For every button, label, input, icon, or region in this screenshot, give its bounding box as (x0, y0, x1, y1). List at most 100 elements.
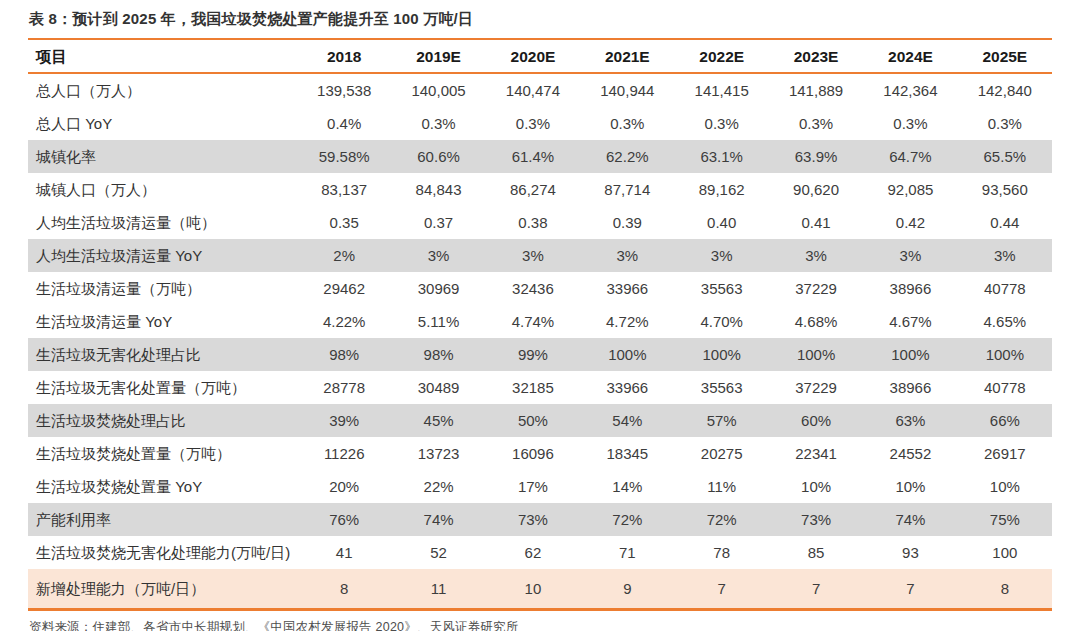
cell-value: 99% (486, 338, 580, 371)
cell-value: 62 (486, 536, 580, 569)
cell-value: 22341 (769, 437, 863, 470)
row-label: 生活垃圾焚烧处置量（万吨） (28, 437, 297, 470)
forecast-table: 项目20182019E2020E2021E2022E2023E2024E2025… (28, 38, 1052, 611)
table-row: 总人口 YoY0.4%0.3%0.3%0.3%0.3%0.3%0.3%0.3% (28, 107, 1052, 140)
cell-value: 0.39 (580, 206, 674, 239)
cell-value: 140,005 (391, 73, 485, 107)
table-row: 生活垃圾焚烧处置量 YoY20%22%17%14%11%10%10%10% (28, 470, 1052, 503)
row-label: 人均生活垃圾清运量 YoY (28, 239, 297, 272)
cell-value: 54% (580, 404, 674, 437)
cell-value: 4.68% (769, 305, 863, 338)
cell-value: 141,415 (675, 73, 769, 107)
row-label: 生活垃圾焚烧处置量 YoY (28, 470, 297, 503)
cell-value: 8 (297, 569, 391, 610)
cell-value: 0.3% (675, 107, 769, 140)
cell-value: 11 (391, 569, 485, 610)
cell-value: 7 (863, 569, 957, 610)
cell-value: 18345 (580, 437, 674, 470)
cell-value: 0.38 (486, 206, 580, 239)
cell-value: 141,889 (769, 73, 863, 107)
table-row: 生活垃圾无害化处置量（万吨）28778304893218533966355633… (28, 371, 1052, 404)
cell-value: 30969 (391, 272, 485, 305)
cell-value: 16096 (486, 437, 580, 470)
column-header-item: 项目 (28, 39, 297, 73)
cell-value: 63.9% (769, 140, 863, 173)
cell-value: 65.5% (958, 140, 1052, 173)
cell-value: 11% (675, 470, 769, 503)
table-row: 城镇化率59.58%60.6%61.4%62.2%63.1%63.9%64.7%… (28, 140, 1052, 173)
cell-value: 0.3% (486, 107, 580, 140)
cell-value: 76% (297, 503, 391, 536)
cell-value: 100% (958, 338, 1052, 371)
cell-value: 33966 (580, 371, 674, 404)
cell-value: 10% (769, 470, 863, 503)
cell-value: 74% (391, 503, 485, 536)
cell-value: 0.40 (675, 206, 769, 239)
table-row: 生活垃圾焚烧处理占比39%45%50%54%57%60%63%66% (28, 404, 1052, 437)
row-label: 生活垃圾清运量 YoY (28, 305, 297, 338)
cell-value: 72% (580, 503, 674, 536)
column-header-year: 2023E (769, 39, 863, 73)
cell-value: 4.72% (580, 305, 674, 338)
row-label: 生活垃圾无害化处理占比 (28, 338, 297, 371)
cell-value: 0.3% (580, 107, 674, 140)
cell-value: 38966 (863, 272, 957, 305)
cell-value: 38966 (863, 371, 957, 404)
table-row: 人均生活垃圾清运量 YoY2%3%3%3%3%3%3%3% (28, 239, 1052, 272)
row-label: 城镇化率 (28, 140, 297, 173)
cell-value: 40778 (958, 371, 1052, 404)
cell-value: 73% (486, 503, 580, 536)
cell-value: 13723 (391, 437, 485, 470)
cell-value: 20% (297, 470, 391, 503)
cell-value: 142,840 (958, 73, 1052, 107)
table-row: 城镇人口（万人）83,13784,84386,27487,71489,16290… (28, 173, 1052, 206)
cell-value: 4.70% (675, 305, 769, 338)
row-label: 人均生活垃圾清运量（吨） (28, 206, 297, 239)
cell-value: 59.58% (297, 140, 391, 173)
cell-value: 57% (675, 404, 769, 437)
column-header-year: 2022E (675, 39, 769, 73)
cell-value: 3% (769, 239, 863, 272)
cell-value: 100% (675, 338, 769, 371)
cell-value: 100% (863, 338, 957, 371)
cell-value: 0.35 (297, 206, 391, 239)
cell-value: 4.65% (958, 305, 1052, 338)
row-label: 生活垃圾无害化处置量（万吨） (28, 371, 297, 404)
column-header-year: 2025E (958, 39, 1052, 73)
cell-value: 89,162 (675, 173, 769, 206)
cell-value: 98% (391, 338, 485, 371)
cell-value: 100 (958, 536, 1052, 569)
cell-value: 32185 (486, 371, 580, 404)
table-row: 生活垃圾焚烧无害化处理能力(万吨/日)41526271788593100 (28, 536, 1052, 569)
row-label: 总人口（万人） (28, 73, 297, 107)
cell-value: 37229 (769, 371, 863, 404)
cell-value: 24552 (863, 437, 957, 470)
cell-value: 3% (675, 239, 769, 272)
cell-value: 100% (769, 338, 863, 371)
table-row: 总人口（万人）139,538140,005140,474140,944141,4… (28, 73, 1052, 107)
cell-value: 61.4% (486, 140, 580, 173)
cell-value: 39% (297, 404, 391, 437)
cell-value: 9 (580, 569, 674, 610)
cell-value: 73% (769, 503, 863, 536)
table-title: 表 8：预计到 2025 年，我国垃圾焚烧处置产能提升至 100 万吨/日 (28, 7, 1052, 38)
cell-value: 93,560 (958, 173, 1052, 206)
source-note: 资料来源：住建部、各省市中长期规划、《中国农村发展报告 2020》、天风证券研究… (28, 619, 1052, 631)
cell-value: 3% (580, 239, 674, 272)
column-header-year: 2019E (391, 39, 485, 73)
cell-value: 0.44 (958, 206, 1052, 239)
cell-value: 92,085 (863, 173, 957, 206)
cell-value: 78 (675, 536, 769, 569)
cell-value: 10% (958, 470, 1052, 503)
cell-value: 20275 (675, 437, 769, 470)
table-row: 产能利用率76%74%73%72%72%73%74%75% (28, 503, 1052, 536)
cell-value: 87,714 (580, 173, 674, 206)
cell-value: 0.42 (863, 206, 957, 239)
cell-value: 45% (391, 404, 485, 437)
cell-value: 10% (863, 470, 957, 503)
cell-value: 0.3% (958, 107, 1052, 140)
cell-value: 4.22% (297, 305, 391, 338)
cell-value: 66% (958, 404, 1052, 437)
cell-value: 98% (297, 338, 391, 371)
row-label: 新增处理能力（万吨/日） (28, 569, 297, 610)
